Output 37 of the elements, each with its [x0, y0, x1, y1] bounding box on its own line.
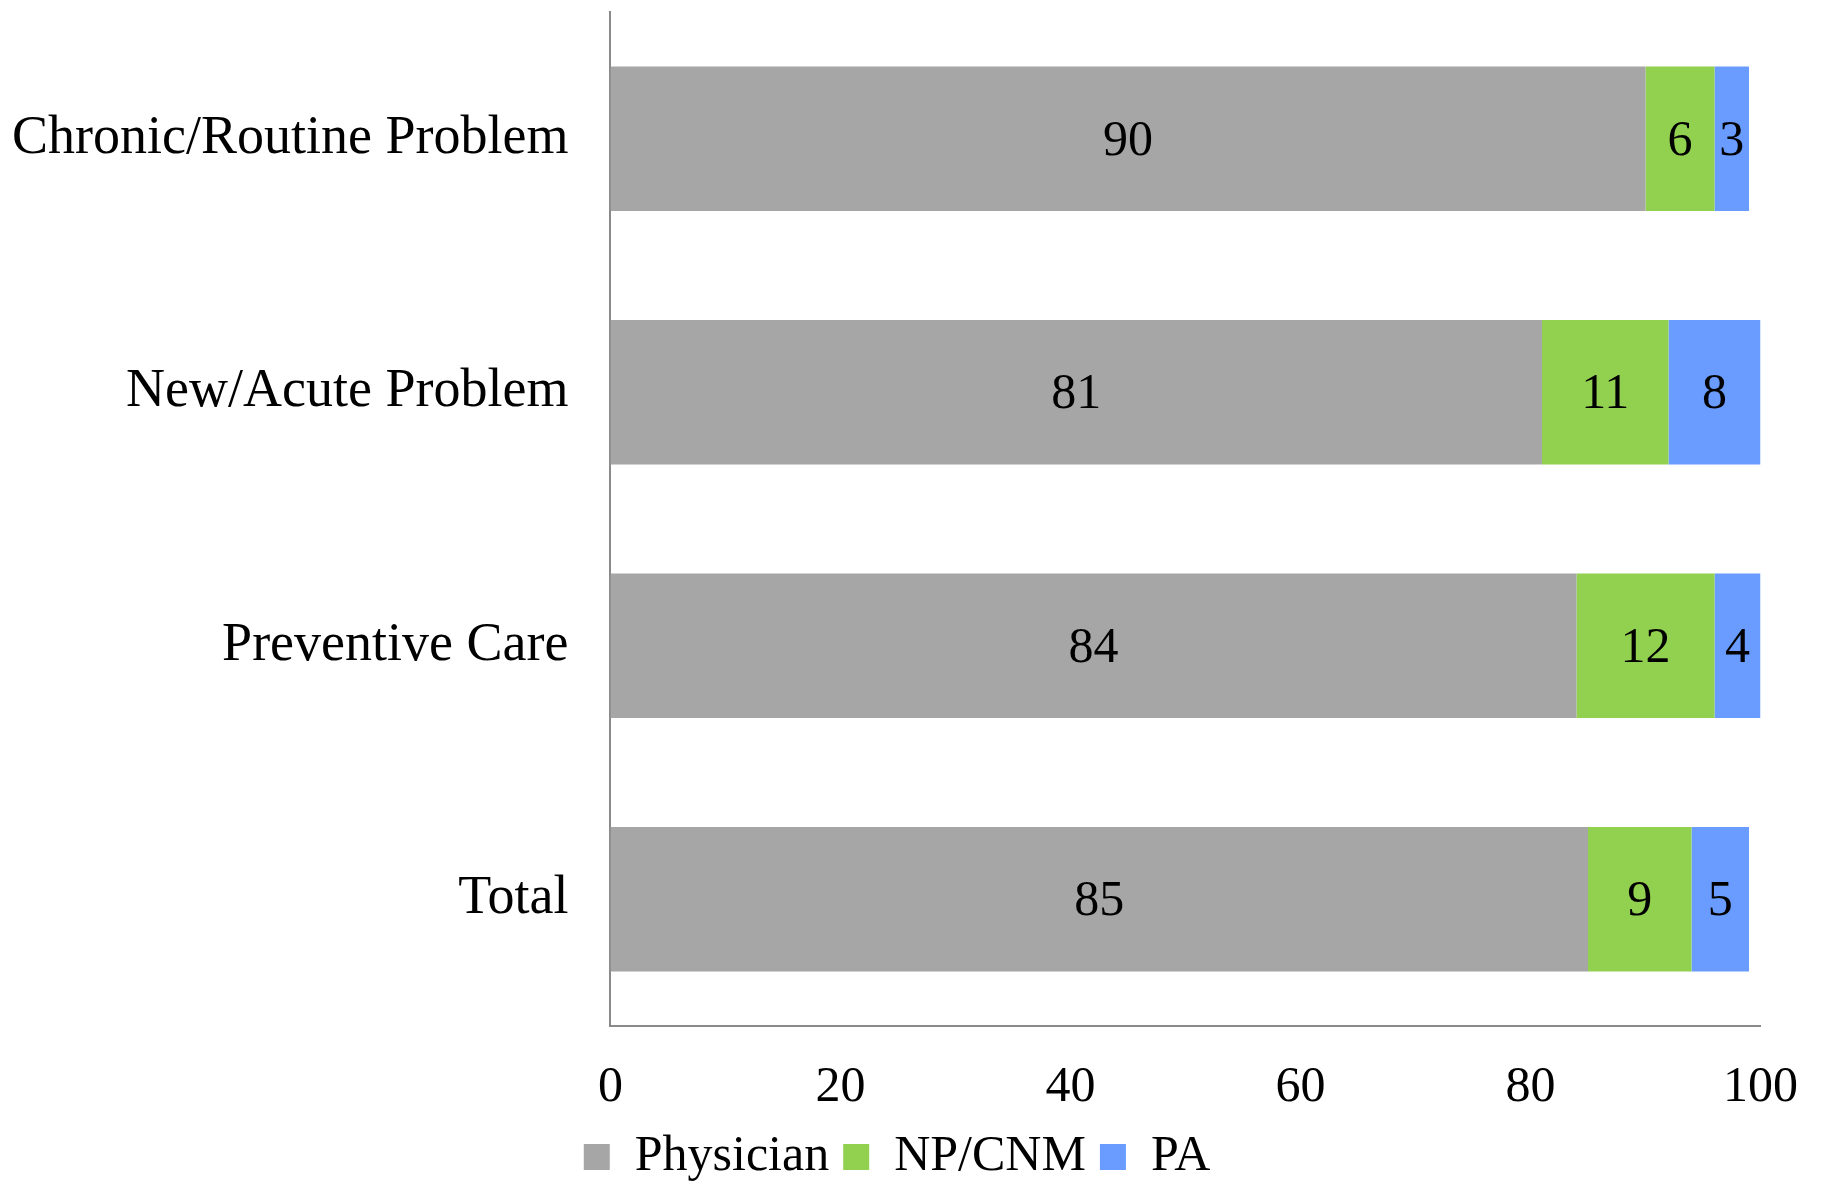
x-tick-label: 100 — [1723, 1056, 1798, 1113]
data-label: 9 — [1627, 870, 1653, 927]
x-tick-label: 80 — [1505, 1056, 1556, 1113]
x-tick-label: 20 — [815, 1056, 866, 1113]
y-tick-label: Chronic/Routine Problem — [12, 104, 569, 165]
bar — [610, 573, 1577, 718]
bar — [1714, 66, 1749, 211]
x-tick-label: 0 — [597, 1056, 623, 1113]
data-label: 81 — [1051, 363, 1102, 420]
data-label: 84 — [1068, 616, 1119, 673]
bar — [610, 66, 1646, 211]
data-label: 3 — [1719, 109, 1745, 166]
data-label: 90 — [1102, 109, 1153, 166]
legend-label: Physician — [634, 1125, 830, 1182]
bar — [610, 827, 1588, 972]
legend-label: NP/CNM — [894, 1125, 1086, 1182]
x-tick-label: 60 — [1275, 1056, 1326, 1113]
bar — [610, 320, 1542, 465]
bar — [1668, 320, 1761, 465]
data-label: 4 — [1725, 616, 1750, 673]
bar — [1576, 573, 1715, 718]
x-tick-label: 40 — [1045, 1056, 1096, 1113]
bar — [1714, 573, 1761, 718]
data-label: 6 — [1667, 109, 1693, 166]
bar — [1587, 827, 1692, 972]
bar — [1691, 827, 1749, 972]
data-label: 11 — [1581, 363, 1630, 420]
data-label: 85 — [1074, 870, 1125, 927]
legend-label: PA — [1150, 1125, 1211, 1182]
data-label: 5 — [1707, 870, 1733, 927]
y-tick-label: Preventive Care — [222, 611, 569, 672]
data-label: 12 — [1620, 616, 1671, 673]
data-label: 8 — [1702, 363, 1727, 420]
bar — [1645, 66, 1715, 211]
bar — [1541, 320, 1669, 465]
y-tick-label: New/Acute Problem — [126, 358, 569, 419]
y-tick-label: Total — [458, 865, 569, 926]
